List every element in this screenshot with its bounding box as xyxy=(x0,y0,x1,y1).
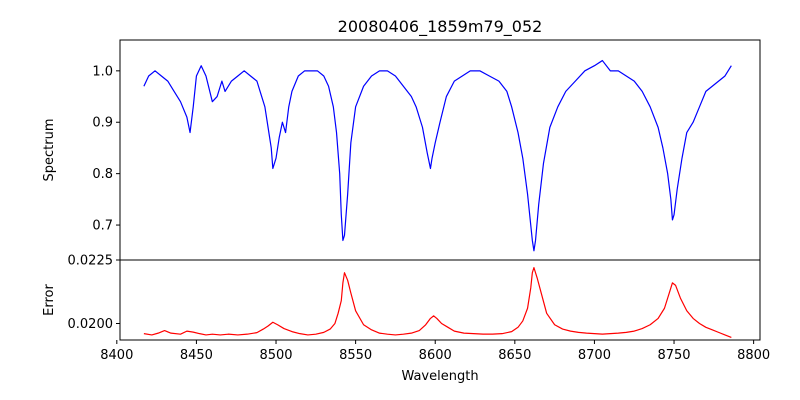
error-panel: 0.0225 0.0200 Error 8400 8450 8500 8550 8600 865… xyxy=(42,254,770,364)
x-tick-label: 8750 xyxy=(657,348,690,363)
y-tick-label: 0.0225 xyxy=(68,254,114,269)
y-axis-label: Error xyxy=(42,284,57,316)
x-tick-label: 8800 xyxy=(737,348,770,363)
x-tick-label: 8400 xyxy=(100,348,133,363)
chart-title: 20080406_1859m79_052 xyxy=(338,17,543,37)
series-line-0 xyxy=(143,59,732,252)
x-axis-label: Wavelength xyxy=(401,369,478,384)
y-tick-label: 1.0 xyxy=(92,64,113,79)
x-tick-label: 8600 xyxy=(419,348,452,363)
x-tick-label: 8450 xyxy=(180,348,213,363)
x-tick-label: 8550 xyxy=(339,348,372,363)
axes-frame xyxy=(119,259,761,341)
x-tick-label: 8700 xyxy=(578,348,611,363)
x-tick-label: 8650 xyxy=(498,348,531,363)
y-axis-label: Spectrum xyxy=(42,119,57,182)
y-tick-label: 0.0200 xyxy=(68,317,114,332)
series-line-1 xyxy=(143,267,732,339)
x-tick-label: 8500 xyxy=(259,348,292,363)
y-tick-label: 0.9 xyxy=(92,116,113,131)
y-tick-label: 0.8 xyxy=(92,167,113,182)
y-tick-label: 0.7 xyxy=(92,219,113,234)
